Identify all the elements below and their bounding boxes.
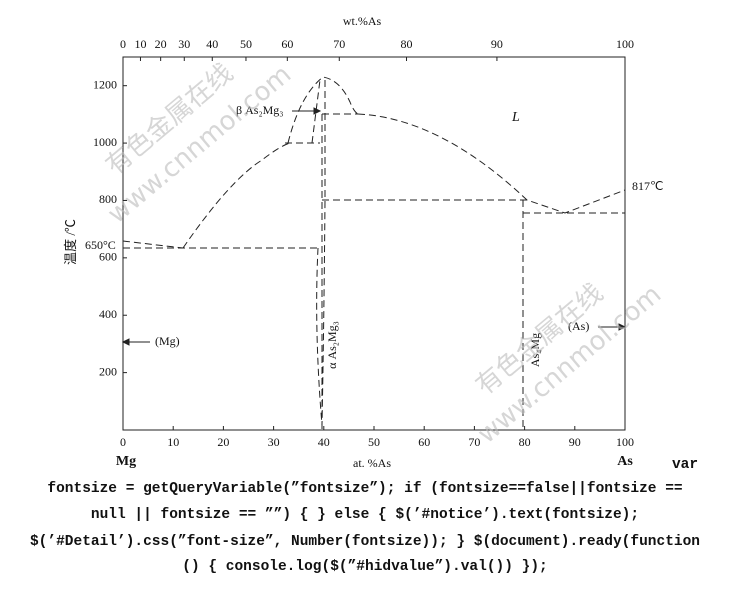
x-tick-label: 0 — [120, 435, 126, 449]
annotation: (As) — [568, 319, 589, 333]
top-tick-label: 60 — [281, 37, 293, 51]
y-tick-label: 400 — [99, 307, 117, 321]
x-tick-label: 50 — [368, 435, 380, 449]
annotation: 817℃ — [632, 179, 663, 193]
x-tick-label: 30 — [268, 435, 280, 449]
bottom-axis-label: at. %As — [353, 456, 391, 470]
top-tick-label: 50 — [240, 37, 252, 51]
x-tick-label: 10 — [167, 435, 179, 449]
top-tick-label: 90 — [491, 37, 503, 51]
left-axis-label: 温度 /℃ — [63, 219, 78, 265]
top-tick-label: 10 — [134, 37, 146, 51]
code-line: $(’#Detail’).css(”font-size”, Number(fon… — [30, 534, 700, 550]
y-tick-label: 1000 — [93, 135, 117, 149]
x-tick-label: 60 — [418, 435, 430, 449]
x-tick-label: 40 — [318, 435, 330, 449]
code-line: null || fontsize == ””) { } else { $(’#n… — [91, 507, 639, 523]
x-tick-label: 70 — [468, 435, 480, 449]
code-line: var — [672, 457, 698, 473]
top-tick-label: 40 — [206, 37, 218, 51]
y-tick-label: 600 — [99, 250, 117, 264]
annotation: 650°C — [85, 238, 116, 252]
arrows — [121, 107, 627, 346]
annotation: (Mg) — [155, 334, 180, 348]
code-line: fontsize = getQueryVariable(”fontsize”);… — [47, 481, 682, 497]
x-tick-label: 100 — [616, 435, 634, 449]
y-tick-label: 1200 — [93, 77, 117, 91]
x-tick-label: 90 — [569, 435, 581, 449]
x-tick-label: 80 — [519, 435, 531, 449]
annotation: L — [511, 110, 520, 125]
top-axis-label: wt.%As — [343, 14, 382, 28]
end-label: Mg — [116, 454, 136, 469]
top-tick-label: 80 — [401, 37, 413, 51]
y-tick-label: 200 — [99, 364, 117, 378]
top-tick-label: 70 — [333, 37, 345, 51]
annotation: α As₂Mg₃ — [325, 321, 339, 369]
phase-curves — [122, 76, 626, 430]
top-tick-label: 100 — [616, 37, 634, 51]
x-tick-label: 20 — [217, 435, 229, 449]
top-tick-label: 0 — [120, 37, 126, 51]
top-tick-label: 20 — [155, 37, 167, 51]
y-tick-label: 800 — [99, 192, 117, 206]
code-line: () { console.log($(”#hidvalue”).val()) }… — [182, 559, 547, 575]
end-label: As — [617, 454, 633, 469]
top-tick-label: 30 — [178, 37, 190, 51]
annotation: β As₂Mg₃ — [236, 103, 283, 117]
annotation: As₄Mg — [528, 333, 542, 367]
